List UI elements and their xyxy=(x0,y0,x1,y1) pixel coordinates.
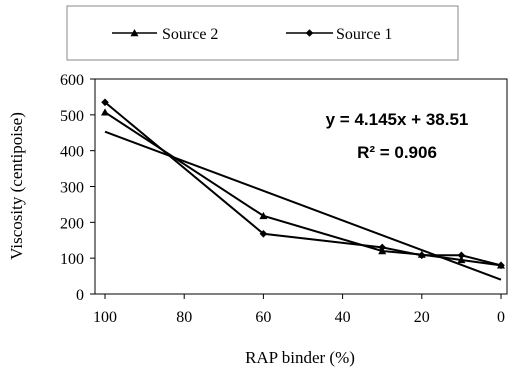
source-2-line xyxy=(104,111,502,267)
y-axis: 0 100 200 300 400 500 600 xyxy=(60,72,95,304)
source-1-point xyxy=(457,251,466,260)
source-1-point xyxy=(418,251,426,260)
source-1-point xyxy=(259,230,268,238)
source-1-point xyxy=(378,243,386,252)
x-tick-label: 80 xyxy=(176,309,192,326)
legend: Source 2 Source 1 xyxy=(66,5,459,61)
source-2-point xyxy=(457,255,466,264)
source-1-point xyxy=(101,98,109,107)
y-tick-label: 100 xyxy=(60,251,84,268)
x-axis: 100 80 60 40 20 0 xyxy=(93,294,505,326)
source-1-line xyxy=(104,101,502,267)
legend-label: Source 2 xyxy=(162,26,218,43)
y-axis-label: Viscosity (centipoise) xyxy=(7,112,26,260)
x-tick-label: 20 xyxy=(414,309,430,326)
trendline-equation: y = 4.145x + 38.51 xyxy=(326,110,469,129)
x-axis-label: RAP binder (%) xyxy=(245,348,355,367)
source-1-point xyxy=(497,261,505,270)
y-tick-label: 600 xyxy=(60,72,84,89)
source-2-point xyxy=(259,211,268,220)
x-tick-label: 0 xyxy=(497,309,505,326)
series-group xyxy=(101,98,505,270)
y-tick-label: 400 xyxy=(60,144,84,161)
y-tick-label: 300 xyxy=(60,180,84,197)
source-2-point xyxy=(101,108,109,116)
y-tick-label: 200 xyxy=(60,215,84,232)
y-tick-label: 500 xyxy=(60,108,84,125)
legend-label: Source 1 xyxy=(336,26,392,43)
legend-marker xyxy=(305,29,314,37)
trendline-r-squared: R² = 0.906 xyxy=(357,143,437,162)
y-tick-label: 0 xyxy=(76,287,84,304)
x-tick-label: 100 xyxy=(93,309,117,326)
x-tick-label: 60 xyxy=(255,309,271,326)
legend-marker xyxy=(130,29,139,37)
x-tick-label: 40 xyxy=(335,309,351,326)
